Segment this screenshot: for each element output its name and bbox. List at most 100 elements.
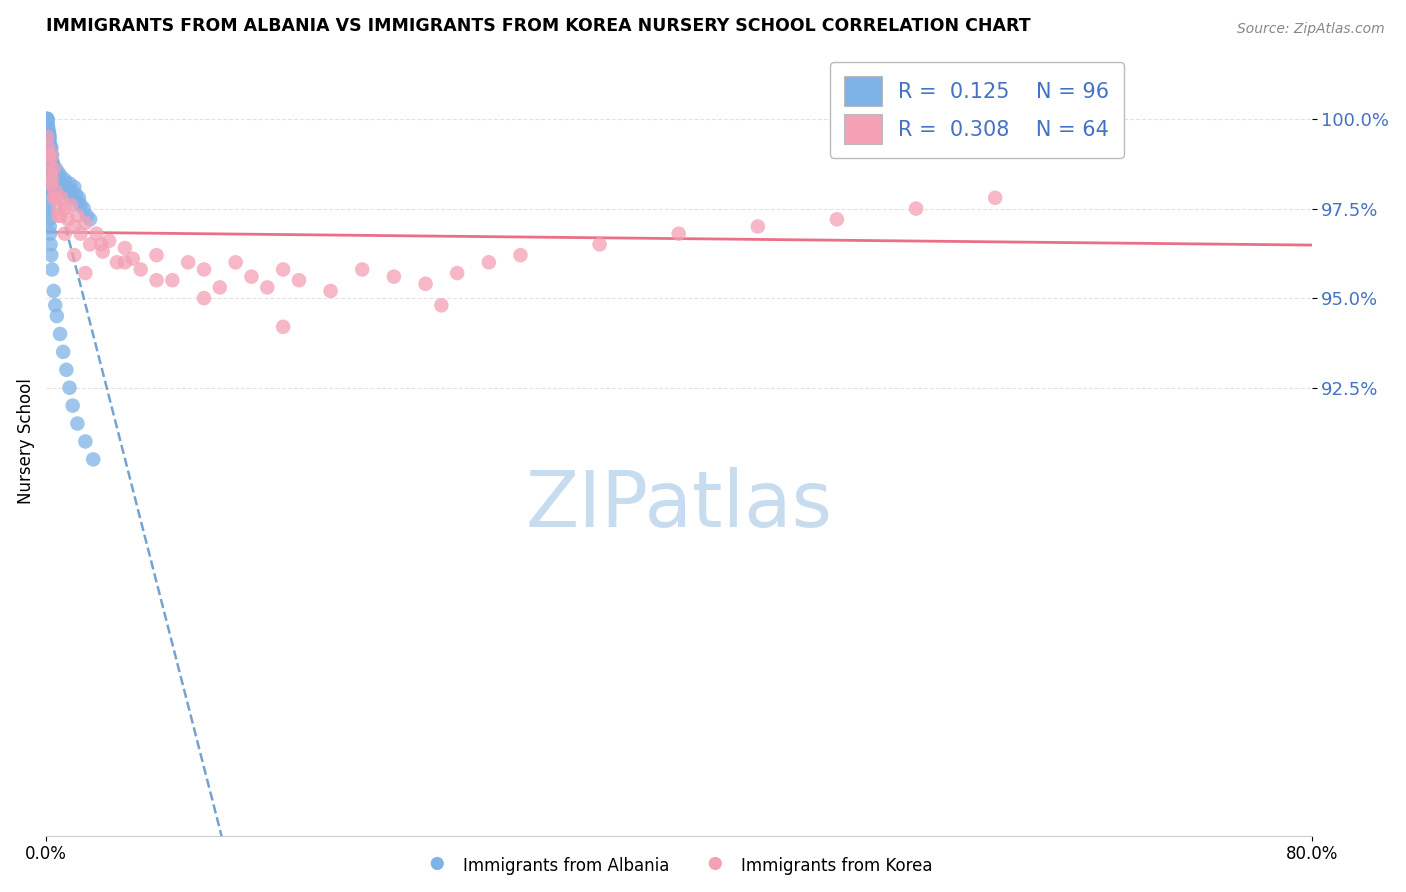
Point xyxy=(41,166,63,180)
Point xyxy=(44,184,66,198)
Point xyxy=(69,198,91,212)
Point xyxy=(37,122,59,136)
Point xyxy=(38,205,60,219)
Point xyxy=(56,212,79,227)
Point xyxy=(256,280,278,294)
Point xyxy=(1063,94,1085,108)
Point xyxy=(48,202,70,216)
Point xyxy=(38,126,60,140)
Point xyxy=(37,119,59,133)
Point xyxy=(38,219,60,234)
Text: ZIPatlas: ZIPatlas xyxy=(526,467,832,542)
Point xyxy=(668,227,690,241)
Point xyxy=(37,126,59,140)
Point xyxy=(46,177,69,191)
Point xyxy=(39,155,62,169)
Point xyxy=(63,180,86,194)
Point xyxy=(82,452,104,467)
Point xyxy=(38,198,60,212)
Point xyxy=(240,269,263,284)
Point xyxy=(37,129,59,144)
Point xyxy=(49,180,72,194)
Point xyxy=(98,234,121,248)
Point xyxy=(37,115,59,129)
Y-axis label: Nursery School: Nursery School xyxy=(17,378,35,504)
Point xyxy=(446,266,468,280)
Point xyxy=(39,145,62,159)
Point xyxy=(38,155,60,169)
Point xyxy=(121,252,143,266)
Point xyxy=(41,141,63,155)
Point xyxy=(48,166,70,180)
Point xyxy=(430,298,453,312)
Point xyxy=(41,148,63,162)
Point xyxy=(382,269,405,284)
Point xyxy=(62,191,84,205)
Point xyxy=(38,148,60,162)
Point xyxy=(67,191,90,205)
Point xyxy=(38,137,60,152)
Point xyxy=(53,202,76,216)
Point xyxy=(39,152,62,166)
Point xyxy=(42,191,65,205)
Point xyxy=(44,166,66,180)
Point xyxy=(79,237,101,252)
Point xyxy=(75,434,97,449)
Point xyxy=(76,209,98,223)
Point xyxy=(271,319,294,334)
Point xyxy=(588,237,610,252)
Point xyxy=(51,177,73,191)
Point xyxy=(52,184,75,198)
Point xyxy=(509,248,531,262)
Point xyxy=(37,134,59,148)
Point xyxy=(73,202,96,216)
Point xyxy=(37,119,59,133)
Point xyxy=(58,177,80,191)
Point xyxy=(49,326,72,341)
Point xyxy=(114,241,136,255)
Point xyxy=(38,134,60,148)
Point xyxy=(208,280,231,294)
Point xyxy=(48,209,70,223)
Point xyxy=(38,145,60,159)
Point xyxy=(37,187,59,202)
Point xyxy=(114,255,136,269)
Point xyxy=(49,209,72,223)
Point xyxy=(53,173,76,187)
Point xyxy=(55,180,77,194)
Point xyxy=(37,112,59,126)
Point xyxy=(42,162,65,177)
Point xyxy=(62,399,84,413)
Point xyxy=(415,277,437,291)
Point xyxy=(39,166,62,180)
Point xyxy=(38,141,60,155)
Point xyxy=(193,291,215,305)
Point xyxy=(45,169,67,184)
Point xyxy=(984,191,1007,205)
Point xyxy=(38,129,60,144)
Point xyxy=(35,119,58,133)
Point xyxy=(51,191,73,205)
Point xyxy=(319,284,342,298)
Point xyxy=(56,187,79,202)
Point xyxy=(63,248,86,262)
Point xyxy=(747,219,769,234)
Point xyxy=(271,262,294,277)
Point xyxy=(352,262,374,277)
Point xyxy=(45,162,67,177)
Point xyxy=(53,227,76,241)
Point xyxy=(129,262,152,277)
Point xyxy=(52,344,75,359)
Point xyxy=(45,191,67,205)
Point xyxy=(35,115,58,129)
Point xyxy=(39,237,62,252)
Point xyxy=(39,148,62,162)
Point xyxy=(825,212,848,227)
Point xyxy=(86,227,108,241)
Point xyxy=(39,177,62,191)
Point xyxy=(39,159,62,173)
Legend: Immigrants from Albania, Immigrants from Korea: Immigrants from Albania, Immigrants from… xyxy=(418,849,939,882)
Point xyxy=(65,187,87,202)
Point xyxy=(58,381,80,395)
Point xyxy=(44,173,66,187)
